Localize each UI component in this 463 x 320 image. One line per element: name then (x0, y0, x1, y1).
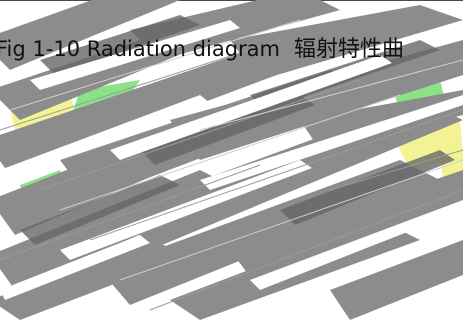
faint-streak-lines (9, 19, 463, 281)
figure-caption: Fig 1-10 Radiation diagram 辐射特性曲 (0, 36, 404, 63)
figure-caption-chinese: 辐射特性曲 (293, 37, 404, 62)
top-border-rule (0, 0, 463, 1)
fine-streak-lines (0, 39, 463, 311)
white-streaks (0, 20, 463, 300)
figure-caption-english: Fig 1-10 Radiation diagram (0, 37, 280, 61)
